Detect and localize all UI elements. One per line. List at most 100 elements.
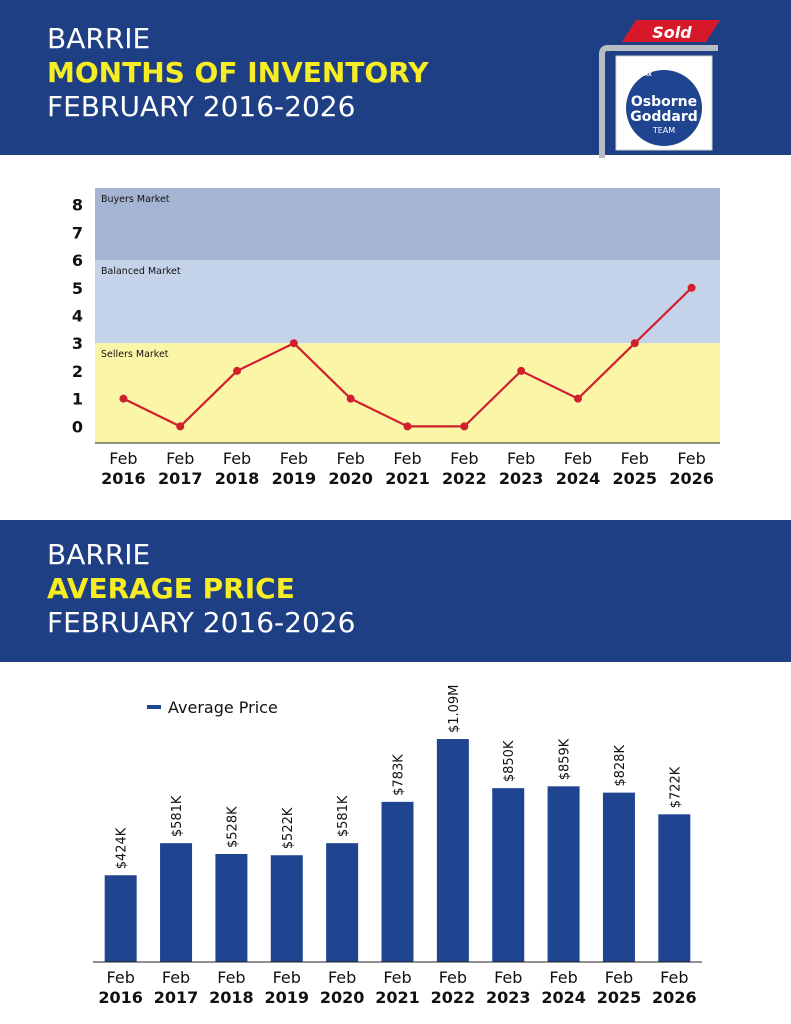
price-bar	[381, 801, 414, 962]
x-tick-label-month: Feb	[109, 449, 137, 468]
sold-banner-shape	[622, 20, 720, 42]
x-tick-label-year: 2020	[328, 469, 373, 488]
x-tick-label-month: Feb	[223, 449, 251, 468]
x-tick-label-year: 2021	[375, 988, 420, 1007]
x-tick-label-year: 2017	[154, 988, 199, 1007]
x-tick-label-month: Feb	[660, 968, 688, 987]
x-tick-label-year: 2019	[272, 469, 317, 488]
bar-data-label: $722K	[668, 766, 683, 808]
header-period: FEBRUARY 2016-2026	[47, 606, 356, 639]
price-bar	[492, 788, 525, 962]
header-city: BARRIE	[47, 22, 151, 55]
sold-sign-logo: Sold RE/MAX Osborne Goddard TEAM	[599, 20, 720, 158]
price-bar	[215, 854, 248, 962]
logo-name-line1: Osborne	[631, 94, 697, 110]
price-bar	[270, 855, 303, 962]
band-label: Balanced Market	[101, 266, 181, 277]
x-tick-label-month: Feb	[621, 449, 649, 468]
bar-data-label: $581K	[336, 795, 351, 837]
data-point	[630, 339, 639, 348]
legend-label: Average Price	[168, 698, 278, 717]
price-bar	[326, 843, 359, 962]
x-tick-label-month: Feb	[605, 968, 633, 987]
market-band	[95, 260, 720, 344]
header-title: MONTHS OF INVENTORY	[47, 56, 429, 89]
x-tick-label-month: Feb	[162, 968, 190, 987]
x-tick-label-year: 2018	[215, 469, 260, 488]
x-tick-label-year: 2019	[265, 988, 310, 1007]
x-tick-label-month: Feb	[280, 449, 308, 468]
market-band	[95, 188, 720, 261]
price-bar	[104, 875, 137, 962]
price-bar	[160, 843, 193, 962]
data-point	[176, 422, 185, 431]
brand-text: RE/MAX	[630, 72, 652, 78]
x-tick-label-month: Feb	[328, 968, 356, 987]
average-price-bar-chart: Average Price $424K $581K $528K $522K $581K $7…	[93, 685, 702, 1007]
data-point	[517, 366, 526, 375]
y-tick-label: 7	[72, 223, 83, 242]
bar-data-label: $424K	[115, 827, 130, 869]
x-tick-label-month: Feb	[564, 449, 592, 468]
x-tick-label-month: Feb	[549, 968, 577, 987]
y-tick-label: 2	[72, 362, 83, 381]
x-tick-label-year: 2026	[652, 988, 697, 1007]
y-tick-label: 6	[72, 251, 83, 270]
x-tick-label-year: 2023	[499, 469, 544, 488]
x-tick-label-month: Feb	[166, 449, 194, 468]
bar-data-label: $528K	[225, 806, 240, 848]
x-tick-label-month: Feb	[273, 968, 301, 987]
band-label: Sellers Market	[101, 349, 169, 360]
x-tick-label-month: Feb	[337, 449, 365, 468]
bar-data-label: $850K	[502, 740, 517, 782]
x-tick-label-year: 2017	[158, 469, 203, 488]
logo-name-line2: Goddard	[630, 109, 698, 125]
y-tick-label: 1	[72, 390, 83, 409]
bar-data-label: $859K	[558, 738, 573, 780]
legend-swatch	[147, 705, 161, 709]
x-tick-label-year: 2021	[385, 469, 430, 488]
y-tick-label: 4	[72, 307, 83, 326]
data-point	[346, 394, 355, 403]
y-tick-label: 5	[72, 279, 83, 298]
x-tick-label-month: Feb	[393, 449, 421, 468]
header-city: BARRIE	[47, 538, 151, 571]
data-point	[119, 394, 128, 403]
x-tick-label-month: Feb	[439, 968, 467, 987]
data-point	[403, 422, 412, 431]
logo-circle	[626, 70, 702, 146]
data-point	[460, 422, 469, 431]
price-bar	[547, 786, 580, 962]
x-tick-label-year: 2016	[101, 469, 146, 488]
x-tick-label-month: Feb	[507, 449, 535, 468]
x-tick-label-year: 2022	[442, 469, 487, 488]
x-tick-label-year: 2026	[669, 469, 714, 488]
data-point	[233, 366, 242, 375]
header-period: FEBRUARY 2016-2026	[47, 90, 356, 123]
x-tick-label-year: 2024	[541, 988, 586, 1007]
sold-text: Sold	[652, 23, 692, 42]
y-tick-label: 0	[72, 417, 83, 436]
x-tick-label-month: Feb	[450, 449, 478, 468]
price-bar	[602, 792, 635, 962]
bar-data-label: $522K	[281, 807, 296, 849]
x-tick-label-year: 2020	[320, 988, 365, 1007]
data-point	[289, 339, 298, 348]
x-tick-label-month: Feb	[383, 968, 411, 987]
header-banner-price: BARRIE AVERAGE PRICE FEBRUARY 2016-2026	[0, 520, 791, 662]
data-point	[573, 394, 582, 403]
x-tick-label-year: 2022	[431, 988, 476, 1007]
x-tick-label-year: 2023	[486, 988, 531, 1007]
price-bar	[436, 739, 469, 962]
inventory-line-chart: Buyers Market Balanced Market Sellers Mark…	[72, 188, 720, 488]
x-tick-label-month: Feb	[107, 968, 135, 987]
bar-data-label: $783K	[392, 754, 407, 796]
y-tick-label: 3	[72, 334, 83, 353]
x-tick-label-year: 2016	[98, 988, 143, 1007]
band-label: Buyers Market	[101, 194, 170, 205]
x-tick-label-year: 2024	[556, 469, 601, 488]
x-tick-label-year: 2025	[597, 988, 642, 1007]
y-tick-label: 8	[72, 196, 83, 215]
bar-data-label: $581K	[170, 795, 185, 837]
x-tick-label-month: Feb	[677, 449, 705, 468]
